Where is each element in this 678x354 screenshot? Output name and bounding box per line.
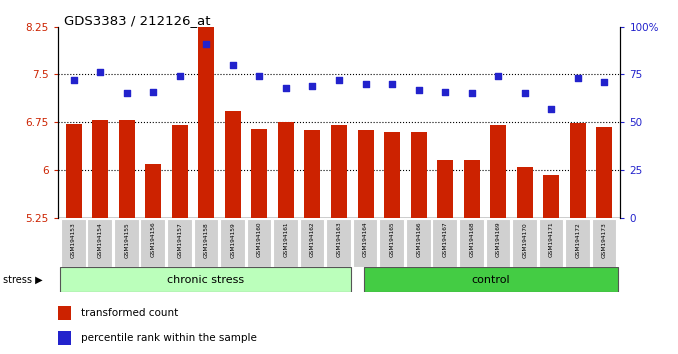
Bar xyxy=(119,120,135,218)
Point xyxy=(413,87,424,92)
Text: GSM194166: GSM194166 xyxy=(416,222,421,257)
Bar xyxy=(411,132,426,218)
Bar xyxy=(247,219,271,267)
Bar xyxy=(459,219,483,267)
Text: GSM194172: GSM194172 xyxy=(576,222,580,258)
Bar xyxy=(225,111,241,218)
Bar xyxy=(300,219,324,267)
Text: GSM194165: GSM194165 xyxy=(390,222,395,257)
Point xyxy=(386,81,397,87)
Text: GSM194173: GSM194173 xyxy=(602,222,607,258)
Bar xyxy=(565,219,590,267)
Bar xyxy=(114,219,138,267)
Bar xyxy=(304,130,321,218)
Point xyxy=(493,73,504,79)
Bar xyxy=(220,219,245,267)
Bar xyxy=(406,219,431,267)
Point xyxy=(572,75,583,81)
Bar xyxy=(597,127,612,218)
Bar xyxy=(570,124,586,218)
Bar xyxy=(145,164,161,218)
Text: GSM194157: GSM194157 xyxy=(177,222,182,258)
Point xyxy=(95,70,106,75)
Bar xyxy=(252,129,267,218)
Bar xyxy=(87,219,112,267)
Text: GSM194153: GSM194153 xyxy=(71,222,76,258)
Bar xyxy=(331,125,347,218)
Point xyxy=(519,91,530,96)
Text: percentile rank within the sample: percentile rank within the sample xyxy=(81,332,257,343)
Point xyxy=(201,41,212,47)
Text: GSM194168: GSM194168 xyxy=(469,222,474,257)
Bar xyxy=(592,219,616,267)
Text: GSM194160: GSM194160 xyxy=(257,222,262,257)
Bar xyxy=(66,124,81,218)
Bar xyxy=(517,167,533,218)
Bar xyxy=(512,219,537,267)
Bar xyxy=(538,219,563,267)
Bar xyxy=(167,219,192,267)
Bar xyxy=(273,219,298,267)
Bar xyxy=(326,219,351,267)
Bar xyxy=(58,331,71,344)
Text: GSM194167: GSM194167 xyxy=(443,222,447,257)
Bar xyxy=(353,219,378,267)
Point xyxy=(334,77,344,83)
Bar xyxy=(278,122,294,218)
Text: GSM194159: GSM194159 xyxy=(231,222,235,258)
Point xyxy=(360,81,371,87)
Point xyxy=(254,73,265,79)
Text: GSM194163: GSM194163 xyxy=(336,222,342,257)
Point xyxy=(227,62,238,68)
Bar xyxy=(357,130,374,218)
Text: chronic stress: chronic stress xyxy=(167,275,244,285)
Bar xyxy=(380,219,404,267)
Bar xyxy=(172,125,188,218)
FancyBboxPatch shape xyxy=(60,267,351,292)
Bar xyxy=(437,160,453,218)
Point xyxy=(307,83,318,88)
Bar xyxy=(433,219,457,267)
Bar xyxy=(485,219,511,267)
Bar xyxy=(58,306,71,320)
Bar xyxy=(92,120,108,218)
Point xyxy=(68,77,79,83)
Text: transformed count: transformed count xyxy=(81,308,178,318)
Bar xyxy=(490,125,506,218)
Point xyxy=(148,89,159,95)
Text: GSM194164: GSM194164 xyxy=(363,222,368,257)
Text: control: control xyxy=(472,275,511,285)
Text: GSM194162: GSM194162 xyxy=(310,222,315,257)
Point xyxy=(440,89,451,95)
Text: GSM194158: GSM194158 xyxy=(204,222,209,258)
Bar xyxy=(193,219,218,267)
Text: GSM194171: GSM194171 xyxy=(549,222,554,257)
Bar xyxy=(384,132,400,218)
FancyBboxPatch shape xyxy=(364,267,618,292)
Text: GDS3383 / 212126_at: GDS3383 / 212126_at xyxy=(64,14,211,27)
Point xyxy=(599,79,610,85)
Bar xyxy=(464,160,479,218)
Point xyxy=(174,73,185,79)
Text: GSM194154: GSM194154 xyxy=(98,222,102,258)
Text: GSM194169: GSM194169 xyxy=(496,222,501,257)
Point xyxy=(281,85,292,91)
Text: GSM194170: GSM194170 xyxy=(522,222,527,258)
Text: stress ▶: stress ▶ xyxy=(3,275,43,285)
Text: GSM194156: GSM194156 xyxy=(151,222,156,257)
Bar xyxy=(140,219,165,267)
Text: GSM194155: GSM194155 xyxy=(124,222,129,258)
Point xyxy=(546,106,557,112)
Text: GSM194161: GSM194161 xyxy=(283,222,288,257)
Bar xyxy=(198,23,214,218)
Bar xyxy=(61,219,85,267)
Bar xyxy=(543,175,559,218)
Point xyxy=(121,91,132,96)
Point xyxy=(466,91,477,96)
